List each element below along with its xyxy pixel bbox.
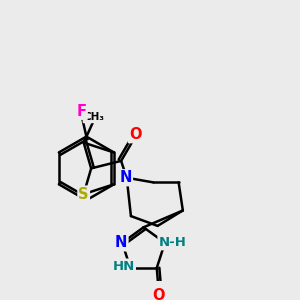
Text: F: F <box>77 104 87 119</box>
Text: S: S <box>78 187 89 202</box>
Text: CH₃: CH₃ <box>83 112 104 122</box>
Text: N-H: N-H <box>158 236 186 249</box>
Text: N: N <box>120 170 132 185</box>
Text: O: O <box>129 127 141 142</box>
Text: HN: HN <box>113 260 135 273</box>
Text: N: N <box>115 235 128 250</box>
Text: O: O <box>152 288 165 300</box>
